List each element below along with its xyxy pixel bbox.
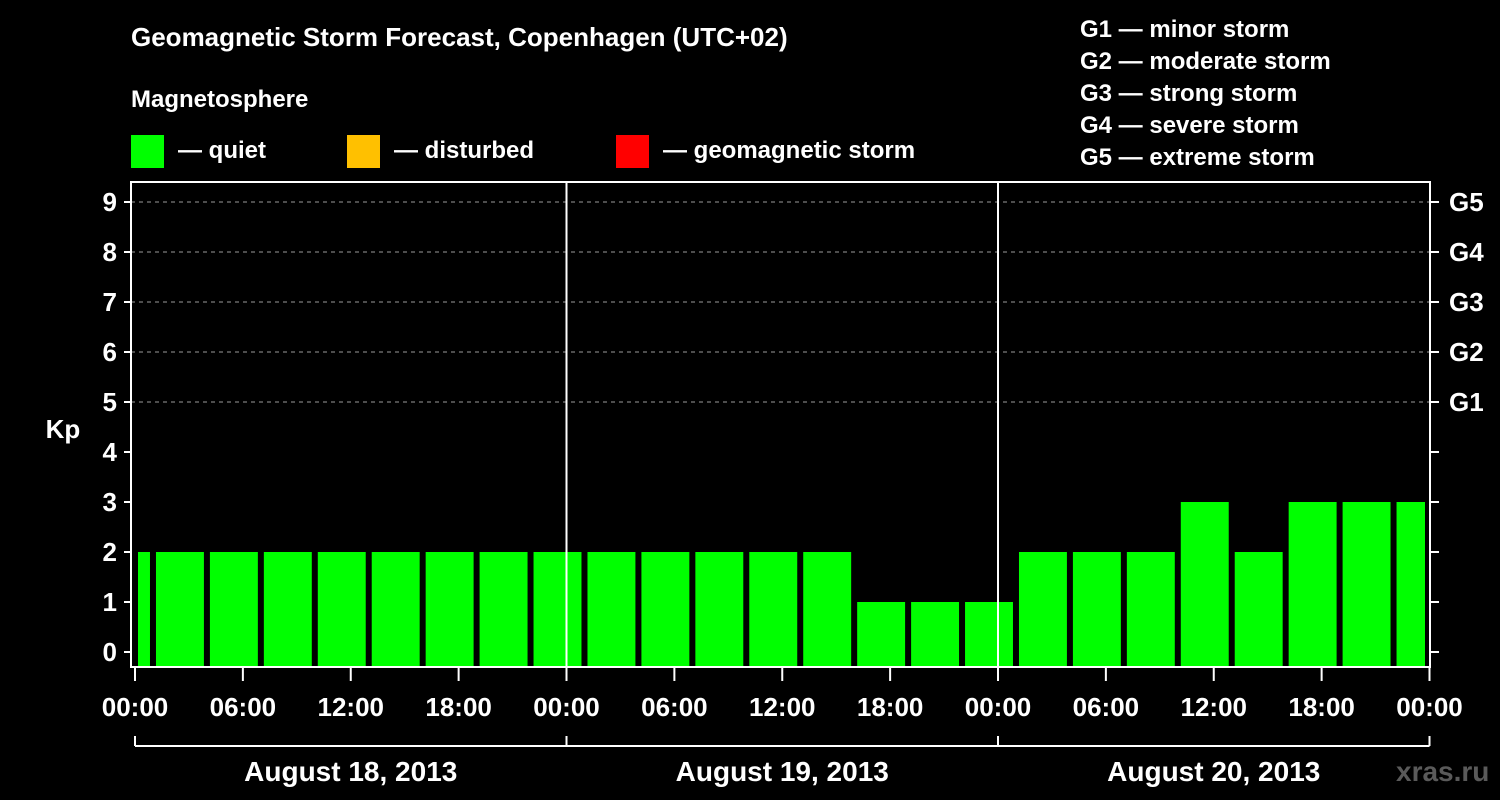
y-tick-label: 3 [103, 487, 117, 517]
kp-bar [1288, 502, 1337, 667]
legend-item-storm: — geomagnetic storm [616, 134, 915, 168]
legend-heading: Magnetosphere [131, 86, 309, 113]
kp-bar [425, 552, 474, 667]
storm-scale-g1: G1 — minor storm [1080, 16, 1290, 43]
kp-bar [695, 552, 744, 667]
storm-scale-legend: G1 — minor storm G2 — moderate storm G3 … [1080, 14, 1331, 174]
kp-bar [1396, 502, 1425, 667]
storm-scale-g3: G3 — strong storm [1080, 80, 1298, 107]
kp-bar [138, 552, 150, 667]
y-tick-label: 7 [103, 287, 117, 317]
x-tick-label: 06:00 [1073, 692, 1140, 722]
kp-bar [1126, 552, 1175, 667]
kp-bar [1180, 502, 1229, 667]
kp-bar [479, 552, 528, 667]
kp-bar [317, 552, 366, 667]
kp-bar [965, 602, 1013, 667]
y-tick-label: 4 [103, 437, 118, 467]
kp-bar [587, 552, 636, 667]
x-tick-label: 00:00 [1396, 692, 1463, 722]
x-tick-label: 12:00 [749, 692, 816, 722]
chart-title: Geomagnetic Storm Forecast, Copenhagen (… [131, 22, 788, 52]
x-tick-label: 12:00 [318, 692, 385, 722]
kp-bar [911, 602, 960, 667]
storm-level-label: G1 [1449, 387, 1484, 417]
kp-bar [371, 552, 420, 667]
legend-label-disturbed: — disturbed [394, 137, 535, 164]
legend-swatch-quiet [131, 134, 164, 168]
storm-scale-g5: G5 — extreme storm [1080, 144, 1315, 171]
legend-item-quiet: — quiet [131, 134, 266, 168]
x-tick-label: 18:00 [425, 692, 492, 722]
kp-bar [263, 552, 312, 667]
kp-bar [641, 552, 690, 667]
y-tick-label: 1 [103, 587, 117, 617]
y-tick-label: 0 [103, 637, 117, 667]
kp-bar [155, 552, 204, 667]
y-tick-label: 6 [103, 337, 117, 367]
legend-label-quiet: — quiet [178, 137, 266, 164]
kp-bar [209, 552, 258, 667]
storm-scale-g4: G4 — severe storm [1080, 112, 1299, 139]
day-label: August 19, 2013 [676, 756, 889, 787]
day-label: August 20, 2013 [1107, 756, 1320, 787]
legend-swatch-disturbed [347, 134, 380, 168]
storm-scale-g2: G2 — moderate storm [1080, 48, 1331, 75]
x-tick-label: 18:00 [857, 692, 924, 722]
kp-bar [803, 552, 852, 667]
day-label: August 18, 2013 [244, 756, 457, 787]
storm-level-label: G4 [1449, 237, 1484, 267]
legend-item-disturbed: — disturbed [347, 134, 534, 168]
x-tick-label: 06:00 [641, 692, 708, 722]
kp-bar [1018, 552, 1067, 667]
watermark: xras.ru [1396, 756, 1490, 787]
kp-bar [749, 552, 798, 667]
kp-bar [1072, 552, 1121, 667]
legend-label-storm: — geomagnetic storm [663, 137, 916, 164]
x-tick-label: 18:00 [1288, 692, 1355, 722]
x-tick-label: 00:00 [533, 692, 600, 722]
y-tick-label: 9 [103, 187, 117, 217]
legend-swatch-storm [616, 134, 649, 168]
plot-frame [130, 181, 1431, 668]
kp-bar [1342, 502, 1391, 667]
kp-bar [857, 602, 906, 667]
y-tick-label: 2 [103, 537, 117, 567]
x-tick-label: 12:00 [1181, 692, 1248, 722]
storm-level-label: G3 [1449, 287, 1484, 317]
kp-bar [1234, 552, 1283, 667]
storm-level-label: G2 [1449, 337, 1484, 367]
y-axis-label: Kp [46, 414, 81, 444]
y-tick-label: 5 [103, 387, 117, 417]
kp-bar [533, 552, 582, 667]
y-tick-label: 8 [103, 237, 117, 267]
x-tick-label: 06:00 [210, 692, 277, 722]
storm-level-label: G5 [1449, 187, 1484, 217]
x-tick-label: 00:00 [102, 692, 169, 722]
x-tick-label: 00:00 [965, 692, 1032, 722]
